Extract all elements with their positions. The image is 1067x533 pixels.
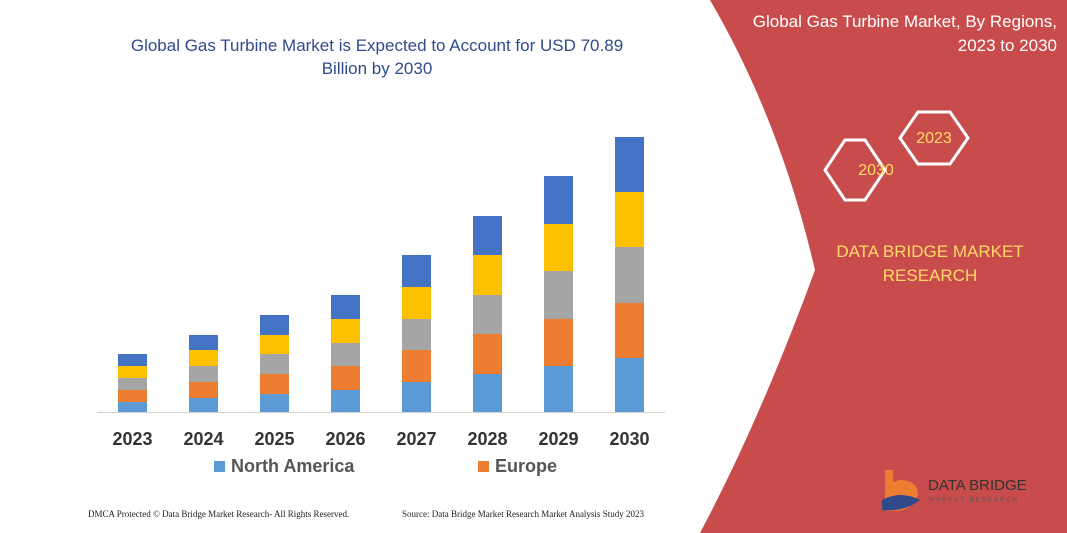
bar-segment	[189, 350, 218, 366]
x-tick-label: 2023	[112, 429, 152, 449]
bar-segment	[402, 287, 431, 319]
hex-label: 2023	[916, 130, 952, 147]
bar-segment	[331, 366, 360, 390]
bar-segment	[331, 319, 360, 343]
bar-segment	[260, 315, 289, 335]
legend-label: Europe	[495, 456, 557, 476]
bar-segment	[402, 382, 431, 412]
bar-segment	[473, 334, 502, 374]
logo-name: DATA BRIDGE	[928, 477, 1027, 494]
bar-segment	[118, 390, 147, 402]
footer-left: DMCA Protected © Data Bridge Market Rese…	[88, 509, 349, 519]
bar-segment	[615, 303, 644, 358]
bar-segment	[544, 319, 573, 366]
legend-label: North America	[231, 456, 355, 476]
bar-segment	[260, 354, 289, 374]
logo-icon	[882, 495, 920, 511]
bar-segment	[189, 398, 218, 412]
bar-segment	[118, 402, 147, 412]
bar-segment	[544, 224, 573, 271]
hexagon	[823, 138, 887, 202]
chart-title: Global Gas Turbine Market is Expected to…	[130, 36, 624, 78]
x-tick-label: 2024	[183, 429, 223, 449]
bar-segment	[544, 176, 573, 224]
bar-segment	[118, 378, 147, 390]
logo-tagline: MARKET RESEARCH	[929, 498, 1019, 504]
bar-segment	[118, 354, 147, 366]
bar-segment	[615, 137, 644, 192]
x-tick-label: 2028	[467, 429, 507, 449]
bar-segment	[331, 390, 360, 412]
bar-segment	[544, 271, 573, 319]
bar-segment	[473, 216, 502, 255]
bar-segment	[402, 350, 431, 382]
panel-title: Global Gas Turbine Market, By Regions, 2…	[752, 12, 1057, 55]
side-panel	[700, 0, 1067, 533]
hex-label: 2030	[858, 162, 894, 179]
x-tick-label: 2030	[609, 429, 649, 449]
bar-segment	[118, 366, 147, 378]
bar-segment	[331, 295, 360, 319]
bar-segment	[189, 366, 218, 382]
bar-segment	[260, 335, 289, 354]
hexagon	[898, 110, 970, 166]
bar-segment	[473, 255, 502, 295]
bar-segment	[402, 255, 431, 287]
bar-segment	[544, 366, 573, 412]
bar-segment	[402, 319, 431, 350]
bar-segment	[331, 343, 360, 366]
bar-segment	[189, 335, 218, 350]
x-tick-label: 2027	[396, 429, 436, 449]
legend-swatch	[478, 461, 489, 472]
x-tick-label: 2029	[538, 429, 578, 449]
footer-right: Source: Data Bridge Market Research Mark…	[402, 509, 644, 519]
bar-segment	[260, 394, 289, 412]
x-tick-label: 2025	[254, 429, 294, 449]
brand: DATA BRIDGE MARKET RESEARCH	[836, 242, 1024, 285]
bar-segment	[473, 374, 502, 412]
bar-segment	[615, 247, 644, 303]
bar-segment	[473, 295, 502, 334]
legend-swatch	[214, 461, 225, 472]
x-tick-label: 2026	[325, 429, 365, 449]
bar-segment	[615, 192, 644, 247]
bar-segment	[189, 382, 218, 398]
bar-segment	[615, 358, 644, 412]
bar-segment	[260, 374, 289, 394]
